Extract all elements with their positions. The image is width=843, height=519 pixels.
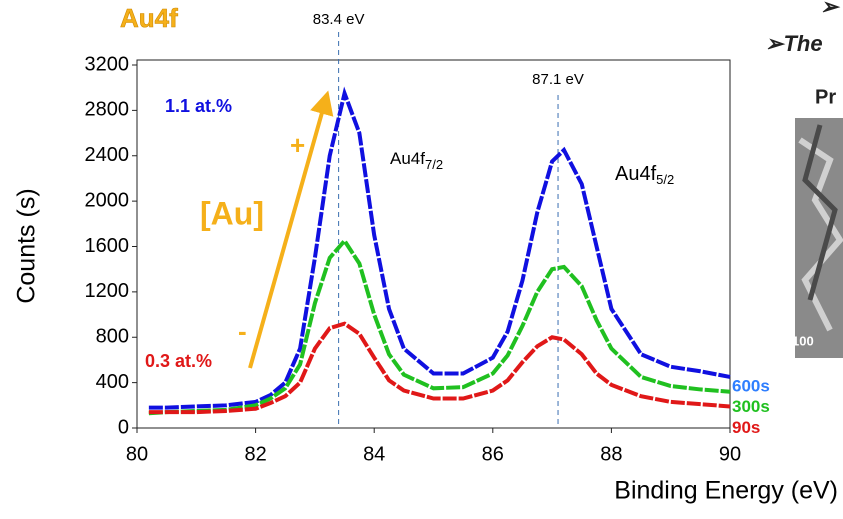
- annotation: 0.3 at.%: [145, 351, 212, 371]
- y-tick-label: 2000: [85, 189, 130, 211]
- x-tick-label: 84: [363, 443, 385, 465]
- series-line: [148, 86, 731, 410]
- y-tick-label: 800: [96, 326, 129, 348]
- y-tick-label: 3200: [85, 53, 130, 75]
- annotation: 1.1 at.%: [165, 96, 232, 116]
- peak-label: Au4f7/2: [390, 149, 443, 172]
- series-line: [148, 237, 731, 416]
- trend-arrow: [248, 90, 334, 369]
- y-tick-label: 0: [118, 416, 129, 438]
- chart-title: Au4f: [120, 3, 178, 33]
- y-tick-label: 2400: [85, 144, 130, 166]
- side-text: ➢ De: [820, 0, 843, 19]
- y-tick-label: 1600: [85, 235, 130, 257]
- x-tick-label: 80: [126, 443, 148, 465]
- sem-texture: [798, 137, 843, 332]
- peak-label-text: Au4f: [390, 149, 425, 168]
- peak-label: Au4f5/2: [615, 163, 674, 187]
- legend-label: 300s: [732, 397, 770, 416]
- side-text: The: [783, 31, 822, 56]
- legend-label: 600s: [732, 376, 770, 395]
- sem-image: [795, 118, 843, 358]
- y-axis-label: Counts (s): [13, 188, 41, 303]
- peak-position-label: 87.1 eV: [532, 71, 584, 88]
- y-tick-label: 1200: [85, 280, 130, 302]
- peak-label-text: Au4f: [615, 163, 657, 185]
- plot-frame: [136, 59, 731, 429]
- x-axis-label: Binding Energy (eV): [614, 477, 838, 505]
- annotation: -: [238, 316, 247, 346]
- scale-label: 100: [792, 333, 814, 348]
- annotation: +: [290, 130, 305, 160]
- series-line: [148, 321, 731, 415]
- side-text: Pr: [815, 86, 836, 108]
- side-text: ➢The: [765, 31, 823, 56]
- x-tick-label: 90: [719, 443, 741, 465]
- sem-texture: [802, 124, 838, 301]
- y-tick-label: 2800: [85, 99, 130, 121]
- peak-label-sub: 5/2: [656, 172, 674, 187]
- legend-label: 90s: [732, 418, 760, 437]
- peak-label-sub: 7/2: [425, 157, 443, 172]
- annotation: [Au]: [200, 195, 264, 231]
- x-tick-label: 86: [482, 443, 504, 465]
- peak-position-label: 83.4 eV: [313, 11, 365, 28]
- x-tick-label: 82: [244, 443, 266, 465]
- x-tick-label: 88: [600, 443, 622, 465]
- y-tick-label: 400: [96, 371, 129, 393]
